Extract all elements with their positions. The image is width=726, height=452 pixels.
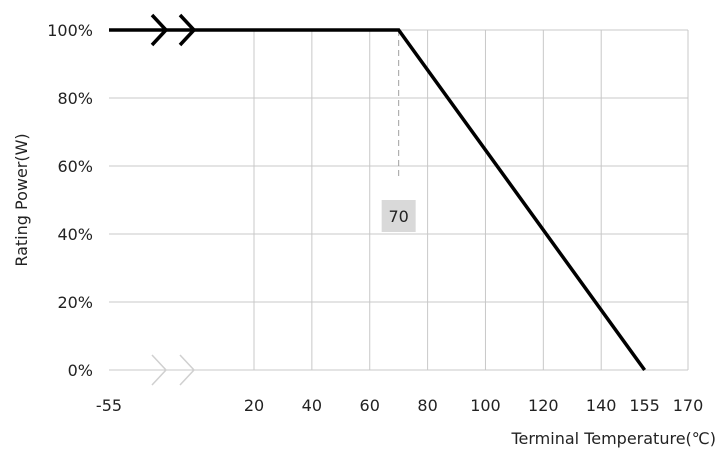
y-tick-label: 60%: [57, 157, 93, 176]
callout-label: 70: [388, 207, 408, 226]
callouts: 70: [381, 200, 416, 232]
x-tick-label: 20: [244, 396, 264, 415]
axis-break-marks: [150, 13, 197, 386]
x-tick-label: 155: [629, 396, 660, 415]
break-chevron-top: [178, 13, 197, 47]
y-tick-label: 100%: [47, 21, 93, 40]
callout-box: [381, 200, 416, 232]
x-tick-label: 140: [586, 396, 617, 415]
x-tick-label: -55: [96, 396, 122, 415]
x-tick-labels: -55 20 40 60 80 100 120 140 155 170: [96, 396, 703, 415]
y-tick-labels: 0% 20% 40% 60% 80% 100%: [47, 21, 93, 380]
y-tick-label: 40%: [57, 225, 93, 244]
y-axis-title: Rating Power(W): [12, 133, 31, 266]
x-tick-label: 120: [528, 396, 559, 415]
break-chevron-bottom: [179, 354, 196, 386]
derating-curve: [109, 28, 647, 372]
x-axis-title: Terminal Temperature(℃): [510, 429, 716, 448]
x-tick-label: 80: [417, 396, 437, 415]
break-chevron-top: [150, 13, 169, 47]
y-tick-label: 20%: [57, 293, 93, 312]
y-tick-label: 80%: [57, 89, 93, 108]
y-tick-label: 0%: [68, 361, 93, 380]
break-chevron-bottom: [151, 354, 168, 386]
x-tick-label: 40: [302, 396, 322, 415]
x-tick-label: 170: [673, 396, 704, 415]
x-tick-label: 100: [470, 396, 501, 415]
series-layer: [108, 28, 647, 372]
x-tick-label: 60: [360, 396, 380, 415]
